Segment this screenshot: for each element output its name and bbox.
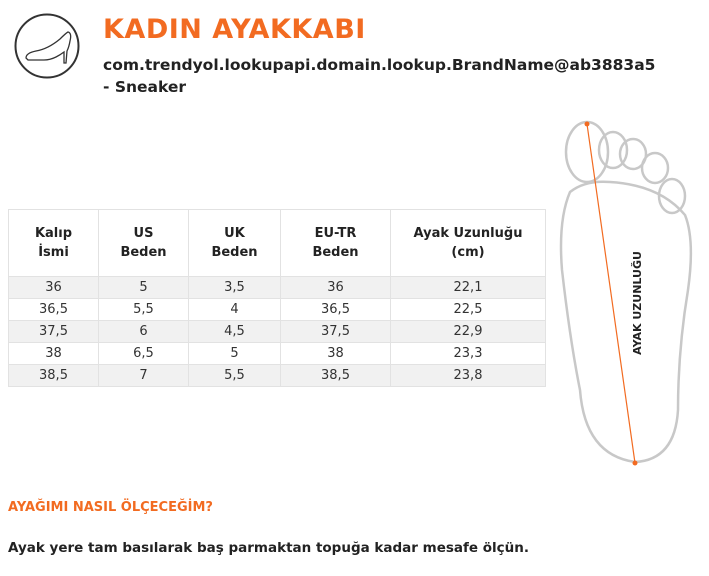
size-chart-table: Kalıp İsmi US Beden UK Beden EU-TR Beden Aya… bbox=[8, 209, 546, 387]
table-cell: 4,5 bbox=[188, 320, 281, 343]
table-cell: 23,8 bbox=[390, 364, 546, 387]
table-row: 38,5 7 5,5 38,5 23,8 bbox=[8, 364, 546, 387]
table-cell: 7 bbox=[98, 364, 189, 387]
table-cell: 5,5 bbox=[98, 298, 189, 321]
table-row: 36 5 3,5 36 22,1 bbox=[8, 276, 546, 299]
measurement-line bbox=[586, 123, 636, 464]
table-cell: 6,5 bbox=[98, 342, 189, 365]
table-cell: 22,9 bbox=[390, 320, 546, 343]
header-kalip: Kalıp İsmi bbox=[8, 209, 99, 277]
header-eu-tr: EU-TR Beden bbox=[280, 209, 391, 277]
table-cell: 22,1 bbox=[390, 276, 546, 299]
table-cell: 5,5 bbox=[188, 364, 281, 387]
foot-outline-icon bbox=[559, 120, 693, 464]
high-heel-shoe-icon bbox=[14, 13, 80, 79]
table-cell: 38,5 bbox=[8, 364, 99, 387]
table-row: 37,5 6 4,5 37,5 22,9 bbox=[8, 320, 546, 343]
table-cell: 36 bbox=[8, 276, 99, 299]
page-title: KADIN AYAKKABI bbox=[103, 14, 366, 45]
table-cell: 38 bbox=[280, 342, 391, 365]
table-cell: 38,5 bbox=[280, 364, 391, 387]
table-cell: 36 bbox=[280, 276, 391, 299]
table-cell: 5 bbox=[98, 276, 189, 299]
table-cell: 5 bbox=[188, 342, 281, 365]
table-cell: 23,3 bbox=[390, 342, 546, 365]
table-cell: 6 bbox=[98, 320, 189, 343]
table-cell: 22,5 bbox=[390, 298, 546, 321]
header-foot-length: Ayak Uzunluğu (cm) bbox=[390, 209, 546, 277]
table-cell: 36,5 bbox=[8, 298, 99, 321]
table-cell: 36,5 bbox=[280, 298, 391, 321]
table-cell: 37,5 bbox=[280, 320, 391, 343]
foot-measurement-diagram: AYAK UZUNLUĞU bbox=[559, 120, 693, 466]
header-uk: UK Beden bbox=[188, 209, 281, 277]
table-row: 36,5 5,5 4 36,5 22,5 bbox=[8, 298, 546, 321]
brand-subtitle: com.trendyol.lookupapi.domain.lookup.Bra… bbox=[103, 56, 656, 96]
table-cell: 38 bbox=[8, 342, 99, 365]
foot-length-label: AYAK UZUNLUĞU bbox=[631, 251, 644, 355]
table-header-row: Kalıp İsmi US Beden UK Beden EU-TR Beden Aya… bbox=[8, 209, 546, 277]
how-to-measure-text: Ayak yere tam basılarak baş parmaktan to… bbox=[8, 540, 529, 556]
table-cell: 3,5 bbox=[188, 276, 281, 299]
table-row: 38 6,5 5 38 23,3 bbox=[8, 342, 546, 365]
header-us: US Beden bbox=[98, 209, 189, 277]
table-cell: 37,5 bbox=[8, 320, 99, 343]
how-to-measure-heading: AYAĞIMI NASIL ÖLÇECEĞİM? bbox=[8, 500, 213, 515]
table-cell: 4 bbox=[188, 298, 281, 321]
